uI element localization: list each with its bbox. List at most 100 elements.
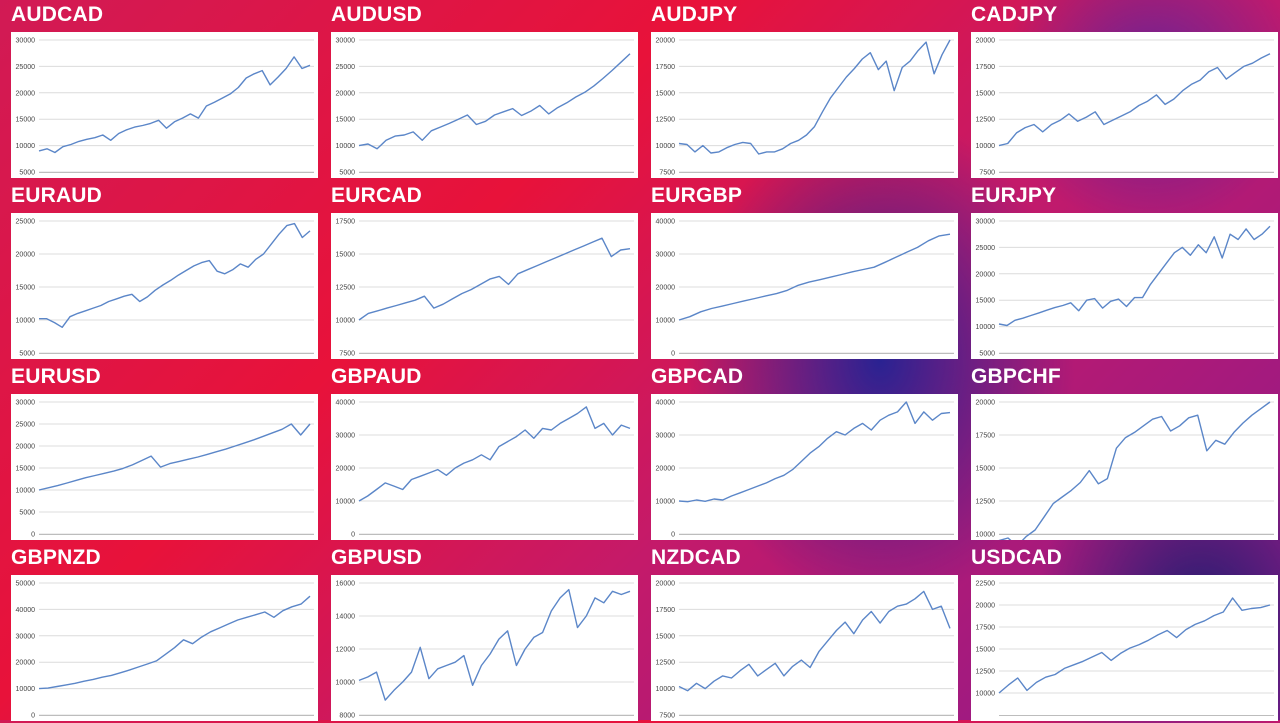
- y-tick-label: 40000: [336, 400, 356, 407]
- series-line: [358, 588, 631, 701]
- y-tick-label: 12500: [976, 117, 996, 124]
- y-tick-label: 7500: [659, 170, 675, 177]
- y-tick-label: 30000: [656, 433, 676, 440]
- chart-panel-eurcad: EURCAD 7500 10000 12500 15000 17500: [320, 181, 640, 361]
- plot-area: 7500 10000 12500 15000 17500 20000: [971, 32, 1278, 178]
- chart-title: GBPCAD: [651, 365, 744, 388]
- y-tick-label: 7500: [339, 351, 355, 358]
- series-line: [38, 423, 311, 491]
- y-tick-label: 10000: [336, 318, 356, 325]
- y-tick-label: 20000: [976, 400, 996, 407]
- series-line: [678, 39, 951, 155]
- y-tick-label: 5000: [19, 351, 35, 358]
- chart-title: NZDCAD: [651, 546, 741, 569]
- y-tick-label: 10000: [656, 499, 676, 506]
- y-tick-label: 25000: [976, 245, 996, 252]
- line-chart: 5000 10000 15000 20000 25000: [16, 219, 314, 358]
- y-tick-label: 25000: [336, 64, 356, 71]
- y-tick-label: 12500: [656, 660, 676, 667]
- y-tick-label: 10000: [336, 143, 356, 150]
- line-chart: 5000 10000 15000 20000 25000 30000: [16, 38, 314, 177]
- plot-area: 10000 12500 15000 17500 20000: [971, 394, 1278, 540]
- series-line: [358, 406, 631, 502]
- y-tick-label: 30000: [976, 219, 996, 226]
- y-tick-label: 12000: [336, 647, 356, 654]
- series-line: [678, 233, 951, 321]
- y-tick-label: 10000: [16, 686, 36, 693]
- y-tick-label: 17500: [656, 607, 676, 614]
- series-line: [358, 53, 631, 150]
- line-chart: 0 5000 10000 15000 20000 25000 30000: [16, 400, 314, 539]
- series-line: [998, 597, 1271, 694]
- chart-panel-gbpusd: GBPUSD 8000 10000 12000 14000 16000: [320, 543, 640, 723]
- y-tick-label: 40000: [656, 400, 676, 407]
- series-line: [998, 225, 1271, 327]
- plot-area: 0 10000 20000 30000 40000: [651, 394, 958, 540]
- y-tick-label: 12500: [656, 117, 676, 124]
- series-line: [39, 222, 311, 329]
- y-tick-label: 20000: [976, 38, 996, 45]
- y-tick-label: 10000: [336, 499, 356, 506]
- y-tick-label: 20000: [16, 90, 36, 97]
- series-line: [358, 237, 631, 321]
- line-chart: 7500 10000 12500 15000 17500 20000: [976, 38, 1274, 177]
- chart-title: CADJPY: [971, 3, 1058, 26]
- y-tick-label: 10000: [976, 324, 996, 331]
- chart-title: GBPAUD: [331, 365, 422, 388]
- chart-panel-eurjpy: EURJPY 5000 10000 15000 20000 25000 30000: [960, 181, 1280, 361]
- plot-area: 7500 10000 12500 15000 17500 20000: [651, 32, 958, 178]
- chart-panel-eurusd: EURUSD 0 5000 10000 15000 20000 25000 30000: [0, 362, 320, 542]
- chart-title: USDCAD: [971, 546, 1063, 569]
- y-tick-label: 10000: [976, 143, 996, 150]
- y-tick-label: 20000: [16, 252, 36, 259]
- series-line: [998, 401, 1271, 540]
- series-line: [38, 595, 311, 690]
- y-tick-label: 5000: [19, 170, 35, 177]
- chart-panel-audjpy: AUDJPY 7500 10000 12500 15000 17500 20000: [640, 0, 960, 180]
- chart-title: GBPUSD: [331, 546, 423, 569]
- y-tick-label: 20000: [976, 271, 996, 278]
- y-tick-label: 16000: [336, 581, 356, 588]
- y-tick-label: 15000: [336, 252, 356, 259]
- series-line: [998, 53, 1271, 147]
- y-tick-label: 30000: [16, 400, 36, 407]
- line-chart: 0 10000 20000 30000 40000 50000: [16, 581, 314, 720]
- y-tick-label: 10000: [656, 318, 676, 325]
- chart-panel-euraud: EURAUD 5000 10000 15000 20000 25000: [0, 181, 320, 361]
- chart-title: EURAUD: [11, 184, 103, 207]
- chart-panel-gbpaud: GBPAUD 0 10000 20000 30000 40000: [320, 362, 640, 542]
- y-tick-label: 0: [671, 351, 675, 358]
- y-tick-label: 7500: [979, 170, 995, 177]
- line-chart: 0 10000 20000 30000 40000: [336, 400, 634, 539]
- y-tick-label: 17500: [976, 625, 996, 632]
- chart-title: AUDUSD: [331, 3, 423, 26]
- chart-title: EURCAD: [331, 184, 423, 207]
- plot-area: 0 10000 20000 30000 40000 50000: [11, 575, 318, 721]
- y-tick-label: 10000: [976, 532, 996, 539]
- plot-area: 0 10000 20000 30000 40000: [331, 394, 638, 540]
- plot-area: 5000 10000 15000 20000 25000: [11, 213, 318, 359]
- y-tick-label: 15000: [656, 633, 676, 640]
- y-tick-label: 20000: [16, 444, 36, 451]
- y-tick-label: 25000: [16, 219, 36, 226]
- y-tick-label: 10000: [336, 680, 356, 687]
- y-tick-label: 12500: [336, 285, 356, 292]
- y-tick-label: 10000: [16, 488, 36, 495]
- y-tick-label: 10000: [16, 143, 36, 150]
- chart-panel-audcad: AUDCAD 5000 10000 15000 20000 25000 30000: [0, 0, 320, 180]
- chart-panel-gbpnzd: GBPNZD 0 10000 20000 30000 40000 50000: [0, 543, 320, 723]
- y-tick-label: 17500: [336, 219, 356, 226]
- plot-area: 5000 10000 15000 20000 25000 30000: [331, 32, 638, 178]
- chart-title: GBPNZD: [11, 546, 101, 569]
- plot-area: 10000 12500 15000 17500 20000 22500: [971, 575, 1278, 721]
- y-tick-label: 7500: [659, 713, 675, 720]
- chart-panel-gbpcad: GBPCAD 0 10000 20000 30000 40000: [640, 362, 960, 542]
- plot-area: 0 5000 10000 15000 20000 25000 30000: [11, 394, 318, 540]
- y-tick-label: 12500: [976, 499, 996, 506]
- line-chart: 10000 12500 15000 17500 20000: [976, 400, 1274, 540]
- y-tick-label: 20000: [656, 466, 676, 473]
- y-tick-label: 10000: [16, 318, 36, 325]
- y-tick-label: 5000: [339, 170, 355, 177]
- y-tick-label: 10000: [656, 143, 676, 150]
- chart-panel-usdcad: USDCAD 10000 12500 15000 17500 20000 22500: [960, 543, 1280, 723]
